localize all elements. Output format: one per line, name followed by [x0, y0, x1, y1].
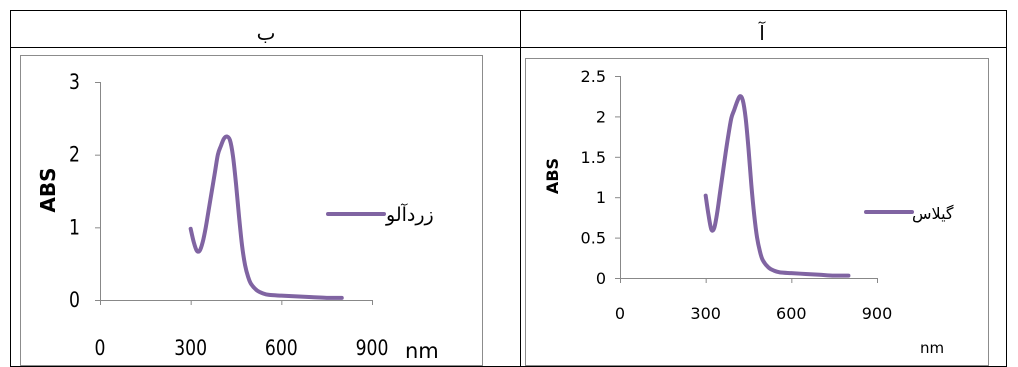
y-tick-label: 1 — [596, 188, 606, 207]
x-tick-label: 600 — [265, 335, 298, 360]
x-tick-label: 300 — [174, 335, 207, 360]
y-tick-label: 0 — [69, 287, 80, 312]
y-tick-label: 0 — [596, 269, 606, 288]
y-tick-label: 2 — [596, 107, 606, 126]
panel-label: ب — [257, 21, 276, 45]
y-tick-label: 3 — [69, 69, 80, 94]
x-tick-label: 300 — [690, 304, 721, 323]
x-tick-label: 0 — [615, 304, 625, 323]
x-tick-label: 900 — [356, 335, 389, 360]
y-tick-label: 0.5 — [581, 229, 606, 248]
y-tick-label: 2 — [69, 142, 80, 167]
y-axis-label: ABS — [543, 158, 562, 194]
y-tick-label: 1 — [69, 215, 80, 240]
panel-label: آ — [758, 20, 766, 45]
x-tick-label: 900 — [862, 304, 893, 323]
y-axis-label: ABS — [36, 167, 60, 212]
legend-label: زردآلو — [385, 202, 434, 226]
x-tick-label: 0 — [95, 335, 106, 360]
y-tick-label: 1.5 — [581, 148, 606, 167]
x-axis-label: nm — [405, 339, 439, 363]
x-tick-label: 600 — [776, 304, 807, 323]
y-tick-label: 2.5 — [581, 67, 606, 86]
legend-label: گیلاس — [912, 204, 954, 223]
x-axis-label: nm — [920, 339, 944, 357]
